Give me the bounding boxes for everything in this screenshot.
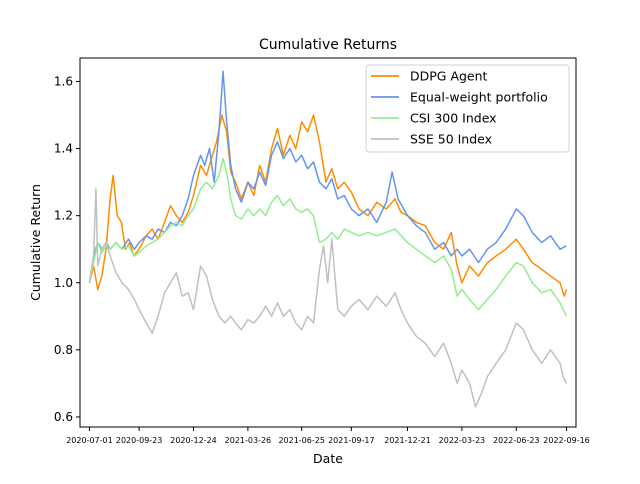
y-tick-label: 1.4 xyxy=(54,142,73,156)
x-tick-label: 2020-09-23 xyxy=(116,436,163,445)
y-axis: 0.6 0.8 1.0 1.2 1.4 1.6 xyxy=(54,74,80,424)
legend-label-sse-50-index: SSE 50 Index xyxy=(410,132,492,147)
x-axis: 2020-07-01 2020-09-23 2020-12-24 2021-03-26… xyxy=(66,427,590,445)
x-axis-label: Date xyxy=(313,451,343,466)
x-tick-label: 2021-09-17 xyxy=(328,436,375,445)
x-tick-label: 2022-09-16 xyxy=(543,436,590,445)
y-tick-label: 1.0 xyxy=(54,276,73,290)
y-tick-label: 1.2 xyxy=(54,209,73,223)
legend-label-equal-weight-portfolio: Equal-weight portfolio xyxy=(410,90,548,105)
plot-frame xyxy=(79,57,577,428)
x-tick-label: 2022-03-23 xyxy=(439,436,486,445)
legend-box xyxy=(365,64,570,153)
legend-label-ddpg-agent: DDPG Agent xyxy=(410,69,488,84)
series-line-csi-300-index xyxy=(88,157,568,317)
series-line-sse-50-index xyxy=(88,188,568,408)
x-tick-label: 2020-07-01 xyxy=(66,436,113,445)
series-line-equal-weight-portfolio xyxy=(88,70,567,283)
y-tick-label: 1.6 xyxy=(54,74,73,88)
x-tick-label: 2021-06-25 xyxy=(278,436,325,445)
x-tick-label: 2022-06-23 xyxy=(493,436,540,445)
x-tick-label: 2021-12-21 xyxy=(384,436,431,445)
y-tick-label: 0.8 xyxy=(54,343,73,357)
y-tick-label: 0.6 xyxy=(54,410,73,424)
series-line-ddpg-agent xyxy=(88,114,568,297)
chart-title: Cumulative Returns xyxy=(259,37,397,53)
x-tick-label: 2020-12-24 xyxy=(170,436,217,445)
legend: DDPG Agent Equal-weight portfolio CSI 300 … xyxy=(365,64,570,153)
legend-label-csi-300-index: CSI 300 Index xyxy=(410,111,497,126)
y-axis-label: Cumulative Return xyxy=(28,184,43,301)
x-tick-label: 2021-03-26 xyxy=(225,436,272,445)
